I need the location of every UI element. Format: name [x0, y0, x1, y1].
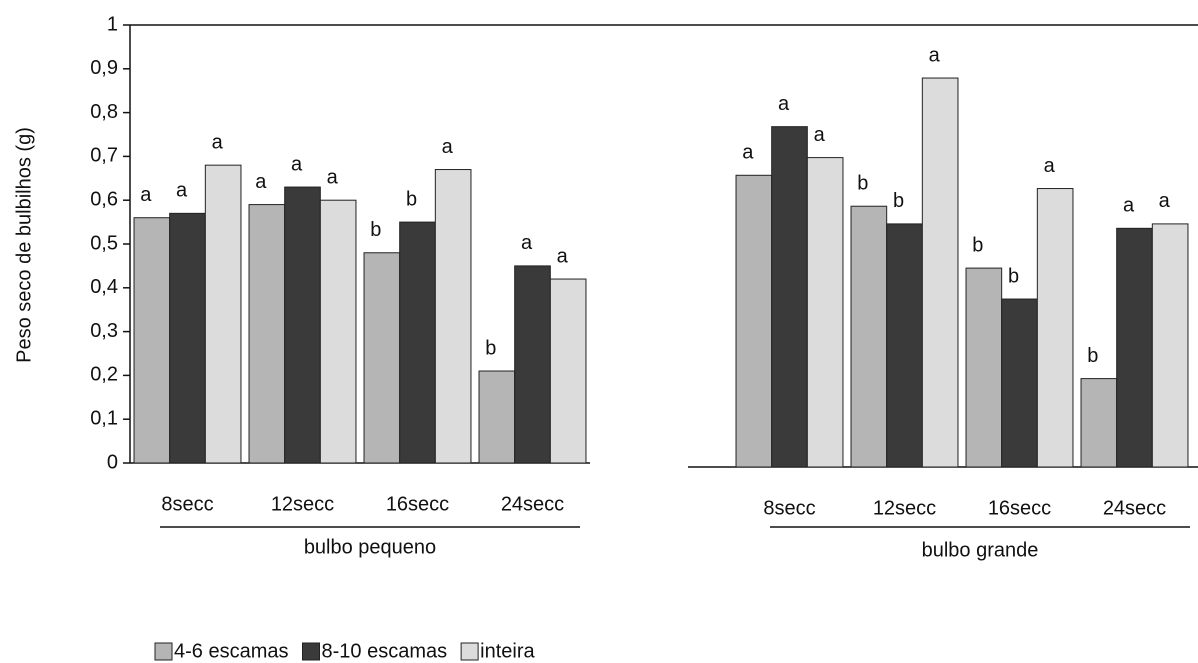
x-tick-label: 12secc	[873, 497, 936, 519]
bar	[248, 204, 286, 464]
x-tick-label: 16secc	[988, 497, 1051, 519]
significance-letter: a	[327, 166, 339, 188]
x-tick-label: 24secc	[1103, 497, 1166, 519]
significance-letter: b	[893, 190, 904, 212]
bar	[363, 252, 401, 464]
bar	[434, 169, 472, 464]
bar	[1001, 298, 1038, 468]
x-tick-label: 24secc	[501, 493, 564, 515]
bar	[735, 174, 773, 468]
x-tick-label: 8secc	[161, 493, 213, 515]
legend-swatch	[302, 642, 320, 661]
significance-letter: a	[557, 245, 569, 267]
significance-letter: a	[1123, 195, 1135, 217]
bar	[1036, 188, 1074, 468]
bar	[886, 223, 923, 468]
bar	[204, 164, 242, 464]
bar	[1151, 223, 1189, 468]
significance-letter: b	[972, 234, 983, 256]
significance-letter: b	[370, 219, 381, 241]
legend-label: 8-10 escamas	[322, 640, 448, 662]
significance-letter: b	[406, 188, 417, 210]
y-tick-label: 0,5	[90, 232, 118, 254]
y-tick-label: 0,3	[90, 320, 118, 342]
y-tick-label: 1	[107, 13, 118, 35]
bar	[284, 186, 321, 464]
significance-letter: a	[1044, 155, 1056, 177]
bar	[169, 212, 206, 464]
significance-letter: b	[1087, 345, 1098, 367]
significance-letter: a	[521, 232, 533, 254]
significance-letter: a	[212, 131, 224, 153]
significance-letter: b	[1008, 265, 1019, 287]
significance-letter: a	[140, 184, 152, 206]
significance-letter: a	[929, 44, 941, 66]
y-tick-label: 0,8	[90, 101, 118, 123]
bar	[1080, 378, 1118, 468]
bar	[514, 265, 551, 464]
y-tick-label: 0,1	[90, 407, 118, 429]
legend-swatch	[154, 642, 173, 661]
bar	[921, 77, 959, 468]
bar	[1116, 227, 1153, 468]
bar	[806, 157, 844, 468]
bar	[399, 221, 436, 464]
significance-letter: a	[291, 153, 303, 175]
x-tick-label: 8secc	[763, 497, 815, 519]
bar	[478, 370, 516, 464]
bar	[850, 205, 888, 468]
bar	[133, 217, 171, 464]
bar	[319, 199, 357, 464]
y-tick-label: 0,4	[90, 276, 118, 298]
x-tick-label: 12secc	[271, 493, 334, 515]
significance-letter: a	[1159, 190, 1171, 212]
significance-letter: a	[814, 124, 826, 146]
y-tick-label: 0,6	[90, 188, 118, 210]
legend-label: inteira	[480, 640, 535, 662]
y-tick-label: 0	[107, 451, 118, 473]
y-axis-label: Peso seco de bulbilhos (g)	[13, 127, 35, 363]
bar	[549, 278, 587, 464]
significance-letter: b	[485, 337, 496, 359]
y-tick-label: 0,9	[90, 57, 118, 79]
group-label: bulbo pequeno	[304, 536, 436, 558]
significance-letter: a	[742, 142, 754, 164]
significance-letter: a	[442, 136, 454, 158]
x-tick-label: 16secc	[386, 493, 449, 515]
bar	[771, 126, 808, 468]
legend-swatch	[460, 642, 479, 661]
legend-label: 4-6 escamas	[174, 640, 289, 662]
group-label: bulbo grande	[922, 539, 1039, 561]
significance-letter: b	[857, 173, 868, 195]
y-tick-label: 0,7	[90, 145, 118, 167]
significance-letter: a	[778, 93, 790, 115]
y-tick-label: 0,2	[90, 364, 118, 386]
significance-letter: a	[176, 180, 188, 202]
bar	[965, 267, 1003, 468]
significance-letter: a	[255, 171, 267, 193]
